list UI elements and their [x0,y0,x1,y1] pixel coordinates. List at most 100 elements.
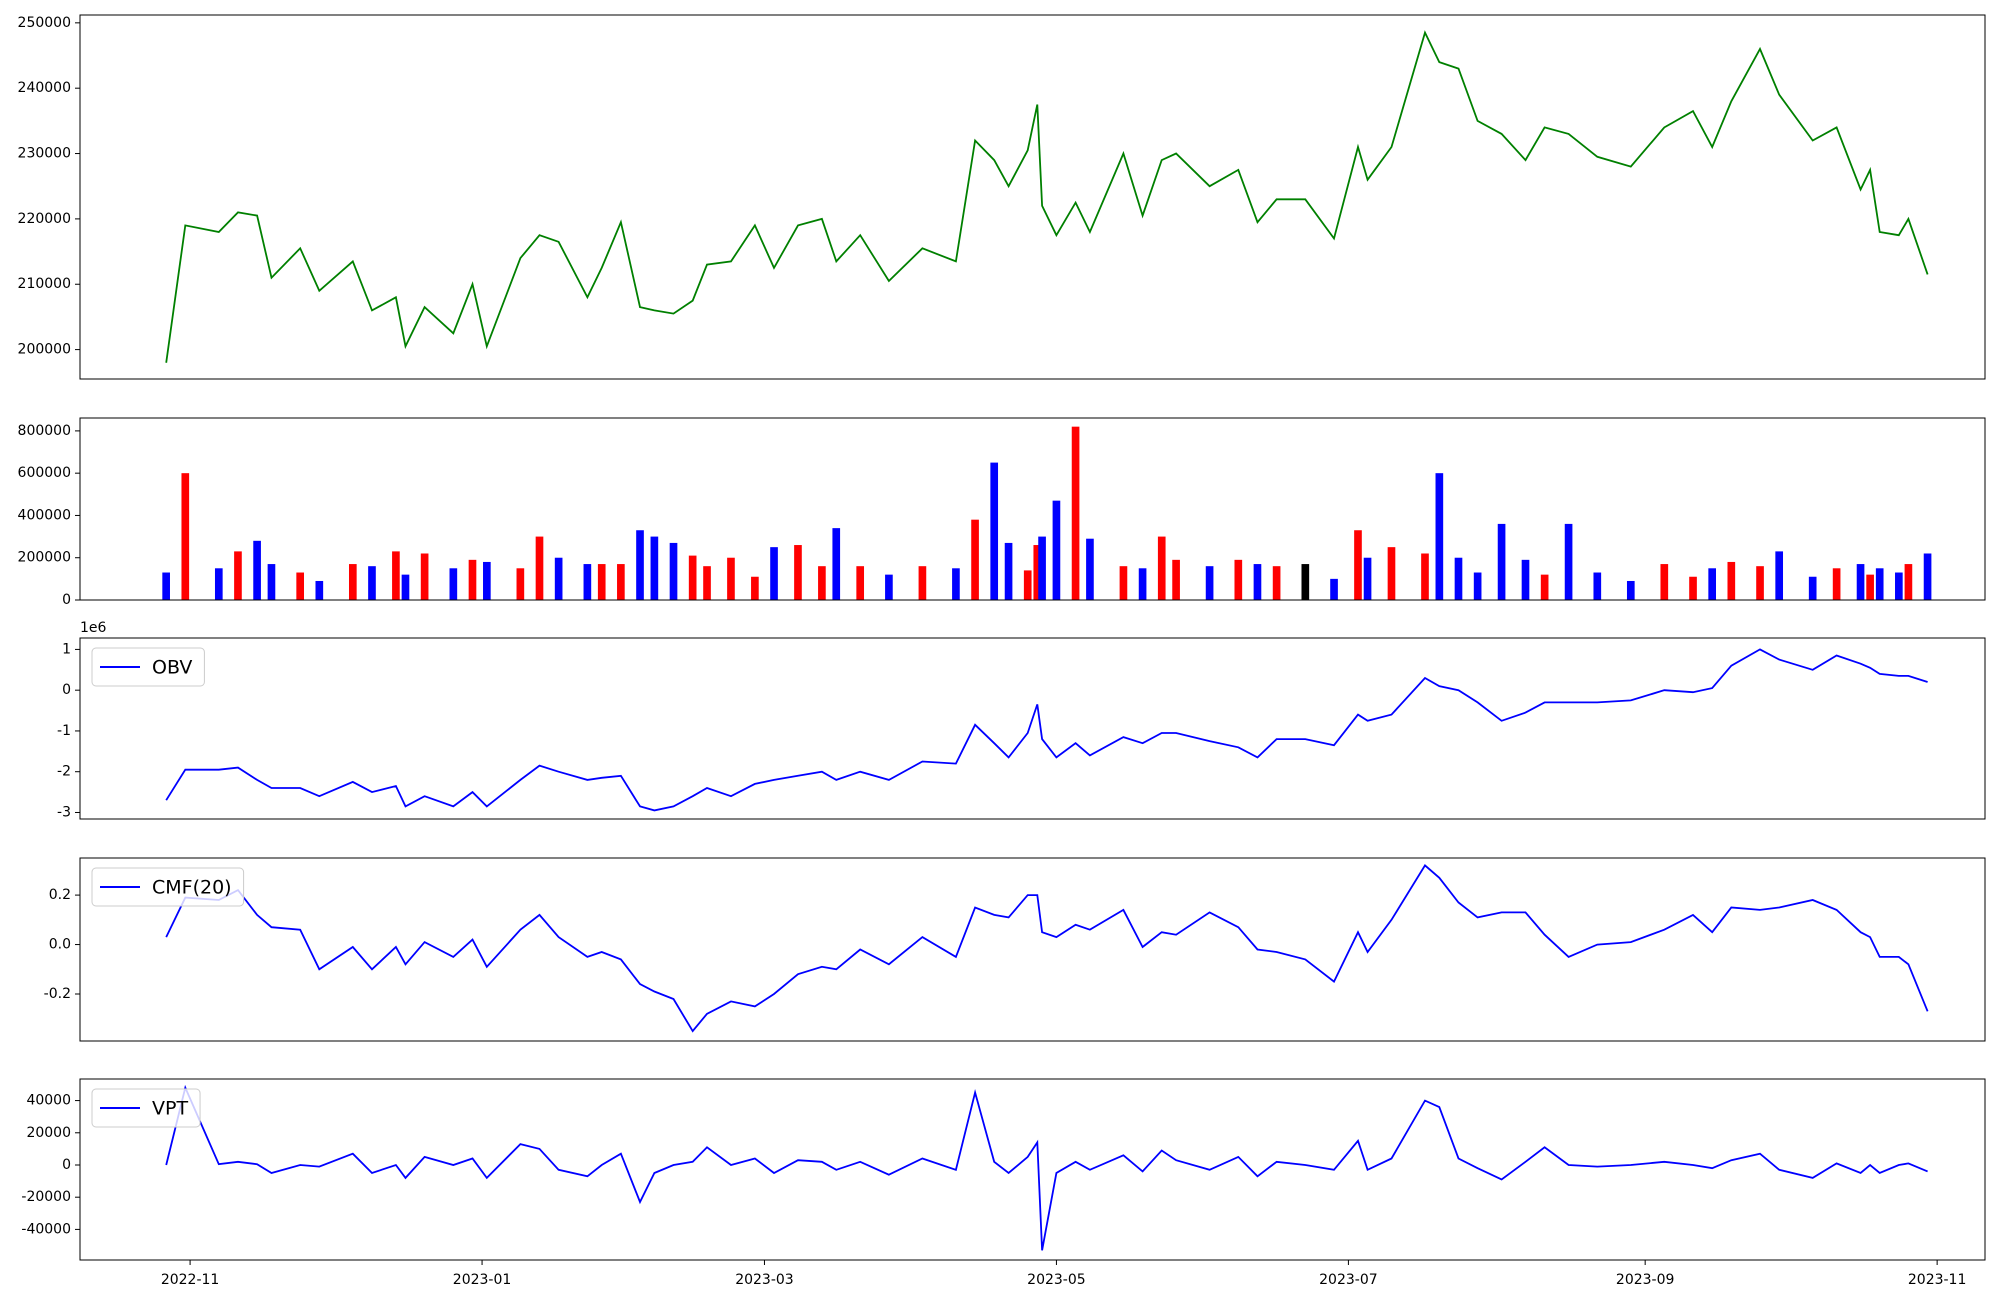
bar [597,564,606,600]
y-tick-label: 0 [62,1157,71,1173]
x-tick-label: 2023-03 [735,1272,794,1288]
y-tick-label: -2 [57,764,71,780]
bar [856,566,865,600]
bar [1033,545,1042,600]
legend-box [91,647,205,687]
bar [234,551,242,600]
bar [1071,426,1080,600]
x-tick-label: 2023-05 [1027,1272,1086,1288]
x-tick-label: 2023-09 [1616,1272,1675,1288]
y-tick-label: 240000 [18,80,71,96]
y-tick-label: 40000 [26,1093,71,1109]
legend-label: VPT [152,1098,188,1120]
bar [1775,551,1784,600]
bar [1119,566,1128,600]
bar [617,564,625,600]
bar [554,557,563,600]
bar [1866,574,1874,600]
bar [1708,568,1717,600]
bar [1660,564,1669,600]
x-tick-label: 2022-11 [161,1272,220,1288]
bar [214,568,223,600]
bar [1904,564,1913,600]
bar [1540,574,1549,600]
bar [1689,576,1697,600]
bar [1875,568,1884,600]
bar [535,536,544,600]
bar [770,547,778,600]
bar [688,555,697,600]
axes-frame [79,637,1986,820]
bar [1832,568,1841,600]
bar [1808,576,1817,600]
bar [794,545,802,600]
bar [1138,568,1147,600]
bar [1626,580,1635,600]
bar [1157,536,1166,600]
y-tick-label: -3 [57,804,71,820]
bar [296,572,305,600]
bar [583,564,592,600]
bar [751,576,759,600]
bar [348,564,357,600]
bar [449,568,458,600]
legend-box [91,1088,201,1128]
line [165,864,1929,1033]
bar [1330,578,1338,600]
bar [1421,553,1429,600]
bar [952,568,960,600]
y-tick-label: 1 [62,641,71,657]
bar [392,551,400,600]
bar [727,557,735,600]
offset-label: 1e6 [80,620,107,636]
bar [420,553,429,600]
y-tick-label: 600000 [18,465,71,481]
y-tick-label: 230000 [18,146,71,162]
bar [1473,572,1482,600]
bar [1895,572,1903,600]
y-tick-label: 0.0 [49,937,71,953]
y-tick-label: 800000 [18,423,71,439]
y-tick-label: -1 [57,723,71,739]
bar [1435,473,1444,600]
bar [1301,564,1310,600]
bar [468,559,477,600]
x-tick-label: 2023-11 [1908,1272,1967,1288]
x-tick-label: 2023-07 [1319,1272,1378,1288]
x-tick-label: 2023-01 [453,1272,512,1288]
bar [315,580,324,600]
bar [368,566,376,600]
bar [1038,536,1046,600]
y-tick-label: 0 [62,682,71,698]
bar [1756,566,1764,600]
bar [1023,570,1032,600]
bar [832,528,841,600]
bar [971,519,979,600]
y-tick-label: 200000 [18,550,71,566]
legend-box [91,867,245,907]
y-tick-label: -0.2 [44,986,71,1002]
y-tick-label: 250000 [18,15,71,31]
y-tick-label: -40000 [21,1221,71,1237]
bar [636,530,644,600]
bar [918,566,927,600]
bar [1593,572,1602,600]
y-tick-label: 200000 [18,342,71,358]
line [165,1084,1928,1251]
bar [162,572,170,600]
bar [1856,564,1865,600]
bar [401,574,410,600]
bar [516,568,525,600]
axes-frame [79,417,1986,601]
bar [1454,557,1463,600]
y-tick-label: 220000 [18,211,71,227]
line [165,30,1929,363]
bar [267,564,276,600]
bar [1521,559,1530,600]
bar [1564,523,1573,600]
bar [703,566,711,600]
y-tick-label: 20000 [26,1125,71,1141]
bar [1354,530,1362,600]
bar [990,462,999,600]
